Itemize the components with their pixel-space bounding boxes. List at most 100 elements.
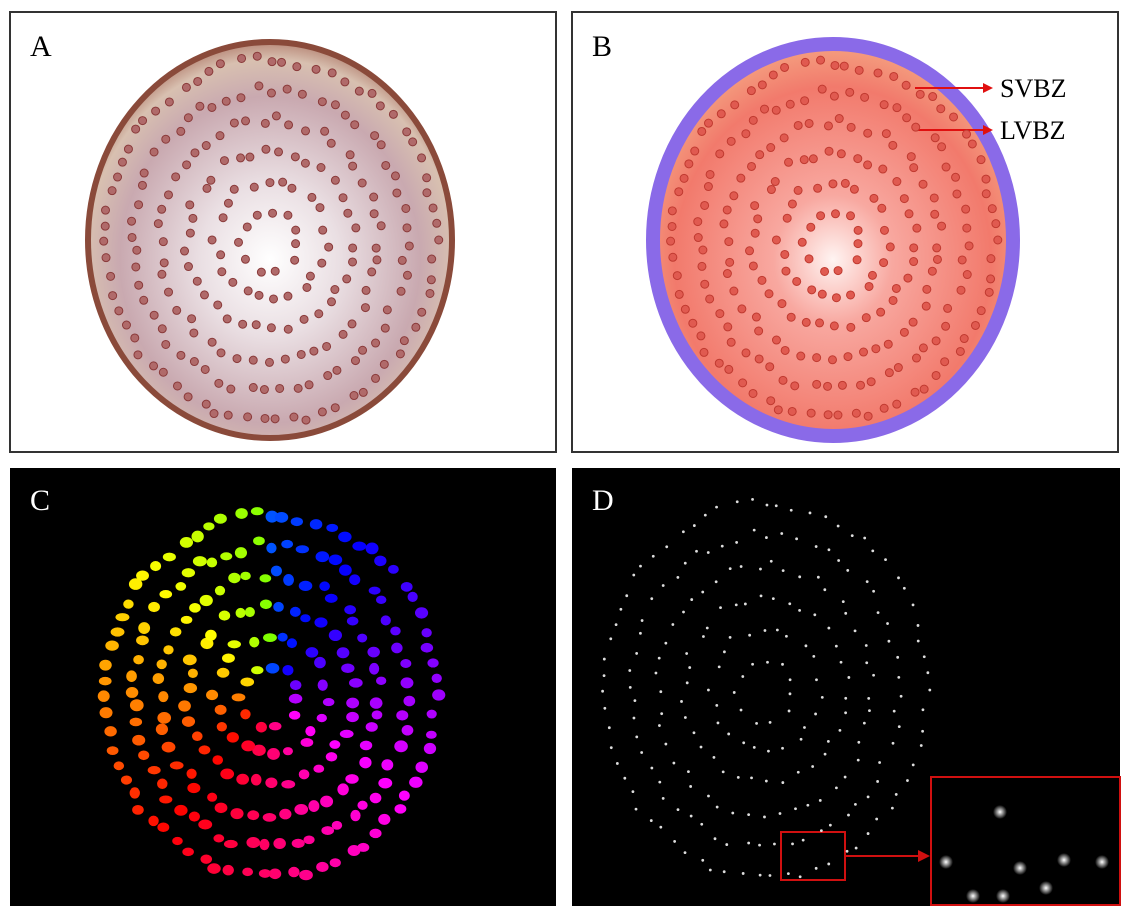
bundle xyxy=(240,709,251,720)
bundle xyxy=(330,175,340,185)
bundle xyxy=(956,285,966,295)
bundle xyxy=(347,844,361,857)
bundle xyxy=(187,314,197,324)
bundle xyxy=(253,536,265,546)
bundle xyxy=(843,352,853,362)
bundle xyxy=(869,193,879,203)
bundle xyxy=(811,765,815,768)
bundle xyxy=(899,327,909,337)
bundle xyxy=(190,148,200,158)
bundle xyxy=(639,564,642,568)
bundle xyxy=(650,597,654,601)
bundle xyxy=(149,147,159,157)
bundle xyxy=(701,590,705,594)
bundle xyxy=(751,312,761,322)
bundle xyxy=(688,666,692,669)
bundle xyxy=(854,846,858,850)
bundle xyxy=(240,254,250,264)
bundle xyxy=(367,267,377,277)
bundle xyxy=(139,168,149,178)
bundle xyxy=(757,275,767,285)
bundle xyxy=(667,221,677,231)
bundle xyxy=(774,504,778,508)
bundle xyxy=(390,171,400,181)
bundle xyxy=(887,639,891,643)
bundle xyxy=(649,819,653,822)
bundle xyxy=(294,804,309,815)
bundle xyxy=(716,721,720,725)
bundle xyxy=(741,675,745,678)
bundle xyxy=(415,607,429,619)
bundle xyxy=(278,177,288,187)
bundle xyxy=(665,545,669,549)
bundle xyxy=(350,120,360,130)
bundle xyxy=(295,545,310,554)
bundle xyxy=(432,689,446,701)
bundle xyxy=(209,409,219,419)
bundle xyxy=(99,707,113,719)
bundle xyxy=(311,64,321,74)
bundle xyxy=(628,685,632,689)
bundle xyxy=(941,321,951,331)
inset-bundle xyxy=(993,805,1007,819)
bundle xyxy=(846,322,856,332)
bundle xyxy=(635,652,639,655)
bundle xyxy=(941,162,951,172)
bundle xyxy=(331,820,343,830)
bundle xyxy=(833,410,843,420)
bundle xyxy=(125,687,139,698)
bundle xyxy=(345,774,359,784)
bundle xyxy=(918,343,928,353)
bundle xyxy=(781,266,791,276)
bundle xyxy=(407,591,418,603)
bundle xyxy=(206,557,218,568)
bundle xyxy=(237,53,247,63)
bundle xyxy=(603,706,607,710)
bundle xyxy=(391,642,403,654)
bundle xyxy=(853,239,863,249)
bundle xyxy=(408,137,418,147)
bundle xyxy=(106,271,116,281)
bundle xyxy=(275,383,285,393)
bundle xyxy=(785,99,795,109)
bundle xyxy=(287,183,297,193)
bundle xyxy=(601,689,604,693)
bundle xyxy=(795,537,799,541)
bundle xyxy=(349,574,361,586)
bundle xyxy=(185,228,195,238)
bundle xyxy=(248,355,258,365)
bundle xyxy=(207,792,218,802)
bundle xyxy=(322,698,335,707)
bundle xyxy=(731,811,735,815)
bundle xyxy=(703,182,713,192)
bundle xyxy=(415,761,428,773)
bundle xyxy=(216,722,227,732)
bundle xyxy=(879,225,889,235)
bundle xyxy=(707,794,710,798)
bundle xyxy=(169,761,184,770)
bundle xyxy=(814,545,818,548)
bundle xyxy=(266,323,276,333)
bundle xyxy=(129,717,143,727)
bundle xyxy=(244,607,255,618)
bundle xyxy=(823,121,833,131)
bundle xyxy=(148,601,160,613)
bundle xyxy=(220,552,233,561)
bundle xyxy=(246,836,261,849)
bundle xyxy=(763,629,767,632)
bundle xyxy=(780,532,784,535)
bundle xyxy=(741,872,745,875)
bundle xyxy=(164,97,174,107)
bundle xyxy=(658,724,661,727)
bundle xyxy=(878,761,882,764)
bundle xyxy=(290,255,300,265)
bundle xyxy=(277,632,288,642)
bundle xyxy=(721,770,725,774)
bundle xyxy=(866,795,870,799)
bundle xyxy=(823,752,827,756)
bundle xyxy=(841,600,845,604)
bundle xyxy=(690,146,700,156)
bundle xyxy=(640,751,644,754)
bundle xyxy=(847,676,851,679)
bundle xyxy=(906,779,909,782)
